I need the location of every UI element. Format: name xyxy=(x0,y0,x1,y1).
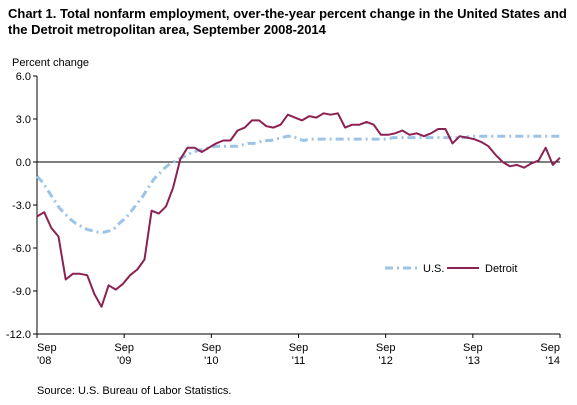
x-tick-label-month: Sep xyxy=(202,342,222,354)
x-tick-label-month: Sep xyxy=(289,342,309,354)
y-tick-label: -6.0 xyxy=(12,243,31,255)
x-tick-label-month: Sep xyxy=(376,342,396,354)
x-tick-label-year: '10 xyxy=(204,355,218,367)
x-ticks: Sep'08Sep'09Sep'10Sep'11Sep'12Sep'13Sep'… xyxy=(36,334,561,367)
legend-label: Detroit xyxy=(485,263,517,275)
y-tick-label: -3.0 xyxy=(12,200,31,212)
x-tick-label-year: '09 xyxy=(117,355,131,367)
x-tick-label-month: Sep xyxy=(463,342,483,354)
y-tick-label: -9.0 xyxy=(12,286,31,298)
x-tick-label-month: Sep xyxy=(37,342,57,354)
series-lines xyxy=(35,112,561,308)
x-tick-label-year: '08 xyxy=(37,355,51,367)
axes xyxy=(36,76,560,335)
x-tick-label-month: Sep xyxy=(540,342,560,354)
x-tick-label-year: '12 xyxy=(378,355,392,367)
series-line-us xyxy=(35,134,560,234)
source-note: Source: U.S. Bureau of Labor Statistics. xyxy=(37,385,232,397)
chart-title: Chart 1. Total nonfarm employment, over-… xyxy=(8,6,567,37)
y-tick-label: 6.0 xyxy=(16,71,31,83)
y-tick-label: 3.0 xyxy=(16,114,31,126)
series-line-detroit xyxy=(36,112,561,308)
x-tick-label-year: '14 xyxy=(546,355,560,367)
x-tick-label-year: '11 xyxy=(292,355,306,367)
y-axis-label: Percent change xyxy=(12,57,90,69)
legend-label: U.S. xyxy=(423,263,444,275)
x-tick-label-month: Sep xyxy=(114,342,134,354)
y-tick-label: -12.0 xyxy=(6,329,31,341)
x-tick-label-year: '13 xyxy=(466,355,480,367)
y-tick-label: 0.0 xyxy=(16,157,31,169)
y-ticks: 6.0 3.0 0.0 -3.0 -6.0 -9.0 -12.0 xyxy=(6,71,37,341)
legend: U.S. Detroit xyxy=(385,263,517,275)
